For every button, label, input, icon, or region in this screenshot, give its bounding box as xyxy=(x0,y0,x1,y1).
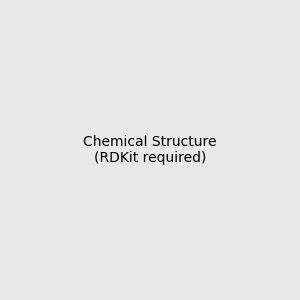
Text: Chemical Structure
(RDKit required): Chemical Structure (RDKit required) xyxy=(83,135,217,165)
